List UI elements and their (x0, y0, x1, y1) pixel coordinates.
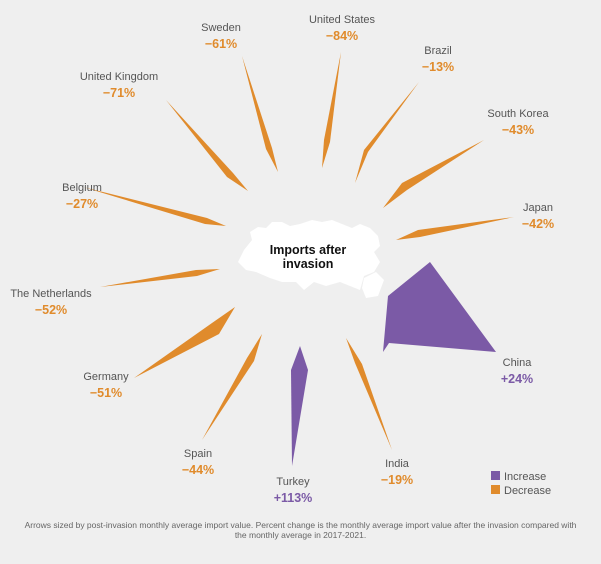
country-label-united-states: United States (309, 14, 376, 26)
country-label-spain: Spain (184, 448, 212, 460)
russia-map-icon (238, 220, 384, 298)
percent-change-sweden: −61% (205, 37, 237, 51)
legend-swatch-decrease (491, 485, 500, 494)
percent-change-turkey: +113% (274, 491, 313, 505)
percent-change-south-korea: −43% (502, 123, 534, 137)
arrow-germany (134, 307, 235, 378)
legend-swatch-increase (491, 471, 500, 480)
percent-change-united-kingdom: −71% (103, 86, 135, 100)
arrow-japan (396, 217, 514, 240)
percent-change-united-states: −84% (326, 29, 358, 43)
legend: Increase Decrease (491, 471, 551, 497)
legend-label-decrease: Decrease (504, 485, 551, 497)
country-label-the-netherlands: The Netherlands (10, 288, 92, 300)
country-label-japan: Japan (523, 202, 553, 214)
country-label-belgium: Belgium (62, 182, 102, 194)
arrow-brazil (355, 82, 419, 183)
percent-change-germany: −51% (90, 386, 122, 400)
country-label-brazil: Brazil (424, 45, 452, 57)
arrow-turkey (291, 346, 308, 466)
arrow-belgium (83, 187, 226, 226)
percent-change-china: +24% (501, 372, 533, 386)
country-label-germany: Germany (83, 371, 129, 383)
center-label-line-2: invasion (283, 257, 334, 271)
arrow-india (346, 338, 392, 450)
legend-label-increase: Increase (504, 471, 546, 483)
percent-change-brazil: −13% (422, 60, 454, 74)
percent-change-the-netherlands: −52% (35, 303, 67, 317)
arrow-united-states (322, 52, 341, 168)
arrow-china (383, 262, 496, 352)
arrow-sweden (242, 56, 278, 172)
footnote: Arrows sized by post-invasion monthly av… (24, 520, 577, 540)
arrow-united-kingdom (166, 100, 248, 191)
country-label-china: China (503, 357, 533, 369)
arrow-the-netherlands (100, 269, 220, 287)
arrow-south-korea (383, 140, 484, 208)
percent-change-india: −19% (381, 473, 413, 487)
center-label-line-1: Imports after (270, 243, 347, 257)
country-label-south-korea: South Korea (487, 108, 549, 120)
percent-change-spain: −44% (182, 463, 214, 477)
country-label-turkey: Turkey (276, 476, 310, 488)
country-label-india: India (385, 458, 410, 470)
percent-change-belgium: −27% (66, 197, 98, 211)
country-label-united-kingdom: United Kingdom (80, 71, 158, 83)
country-label-sweden: Sweden (201, 22, 241, 34)
percent-change-japan: −42% (522, 217, 554, 231)
arrow-spain (202, 334, 262, 440)
